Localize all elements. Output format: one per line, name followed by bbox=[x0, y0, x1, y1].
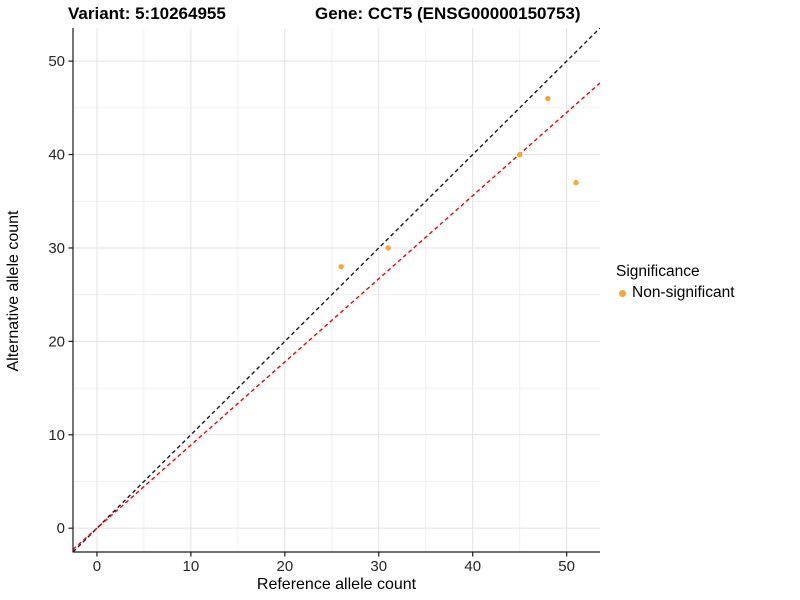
data-point bbox=[516, 151, 523, 158]
data-point bbox=[573, 179, 579, 186]
y-tick-label: 50 bbox=[48, 53, 65, 70]
data-point bbox=[338, 263, 344, 270]
x-tick-label: 10 bbox=[183, 558, 200, 575]
y-tick-label: 0 bbox=[57, 520, 65, 537]
data-point bbox=[385, 245, 391, 251]
variant-title: Variant: 5:10264955 bbox=[68, 4, 226, 23]
data-point bbox=[545, 95, 551, 102]
x-tick-label: 30 bbox=[370, 558, 387, 575]
x-tick-label: 40 bbox=[464, 558, 481, 575]
legend-title: Significance bbox=[616, 263, 700, 280]
legend-entry-label: Non-significant bbox=[632, 284, 735, 301]
y-tick-label: 20 bbox=[48, 333, 65, 350]
legend-point-swatch-icon bbox=[619, 289, 626, 297]
x-tick-label: 50 bbox=[558, 558, 575, 575]
x-axis-title: Reference allele count bbox=[256, 576, 417, 593]
gene-title: Gene: CCT5 (ENSG00000150753) bbox=[315, 4, 581, 23]
legend-entry: Non-significant bbox=[616, 284, 735, 302]
fit-line bbox=[73, 82, 600, 550]
x-tick-label: 20 bbox=[276, 558, 293, 575]
x-tick-label: 0 bbox=[93, 558, 101, 575]
y-tick-label: 30 bbox=[48, 240, 65, 257]
identity-line bbox=[73, 28, 600, 552]
legend: Significance Non-significant bbox=[616, 263, 735, 302]
y-tick-label: 10 bbox=[48, 427, 65, 444]
y-tick-label: 40 bbox=[48, 147, 65, 164]
